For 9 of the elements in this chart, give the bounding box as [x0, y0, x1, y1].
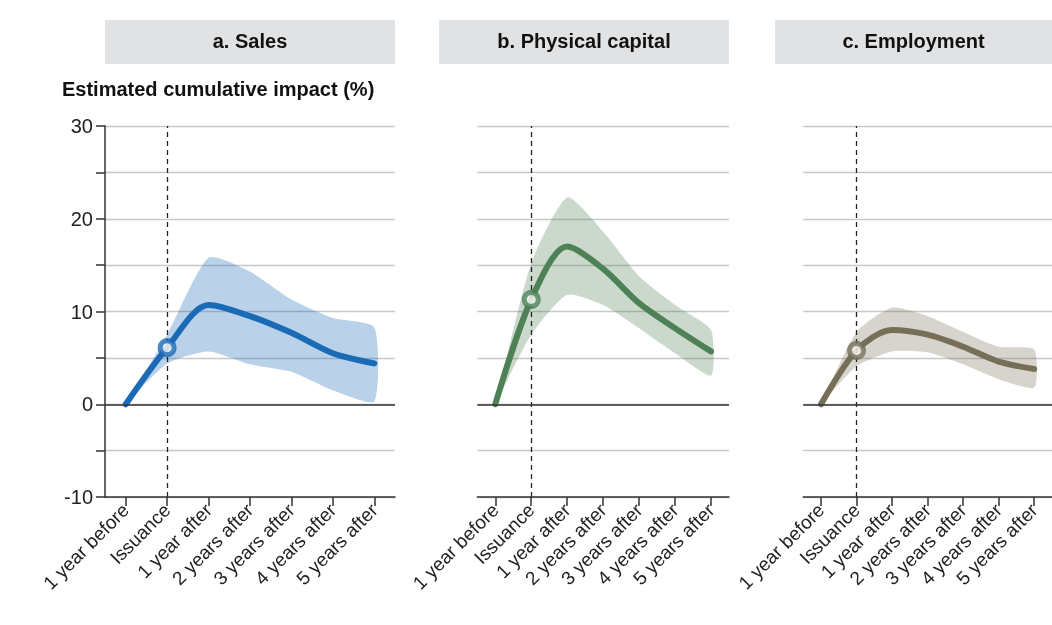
y-tick-label: 10 — [70, 300, 93, 323]
y-tick-label: 30 — [70, 115, 93, 137]
y-tick-label: -10 — [64, 486, 93, 508]
chart-title: a. Sales — [212, 30, 288, 52]
y-axis-title: Estimated cumulative impact (%) — [62, 78, 375, 101]
y-tick-label: 0 — [81, 393, 93, 416]
chart-title: b. Physical capital — [497, 30, 671, 52]
chart-title: c. Employment — [842, 30, 985, 52]
y-tick-label: 20 — [70, 207, 93, 230]
